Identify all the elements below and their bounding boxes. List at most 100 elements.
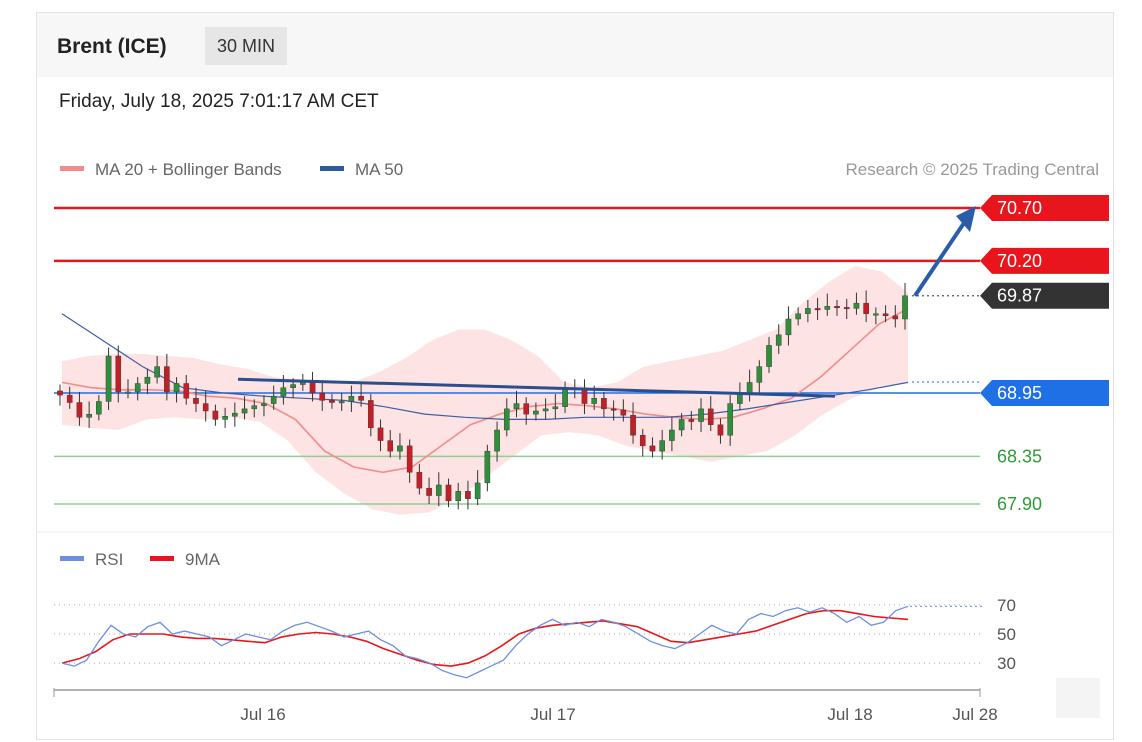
candle-body: [329, 400, 335, 403]
candle-body: [154, 366, 160, 378]
candle-body: [202, 403, 209, 412]
bollinger-bands: [62, 266, 908, 515]
timeframe-button[interactable]: 30 MIN: [205, 27, 288, 65]
rsi-tick-label: 70: [997, 596, 1016, 615]
ma50-line: [61, 313, 909, 420]
candle-body: [115, 355, 122, 393]
candle-body: [533, 410, 539, 415]
candle-body: [513, 403, 520, 410]
main-legend: MA 20 + Bollinger Bands MA 50 Research ©…: [60, 160, 1099, 179]
candle-body: [853, 302, 860, 309]
candle-body: [649, 445, 656, 452]
candle-body: [659, 440, 665, 452]
support-label: 68.35: [997, 446, 1042, 466]
candle-body: [406, 445, 413, 473]
candle-body: [86, 413, 92, 418]
candle-body: [601, 398, 607, 410]
candle-body: [620, 409, 627, 416]
candle-body: [523, 403, 530, 415]
projection-arrow-head: [956, 206, 976, 232]
candle-body: [727, 403, 733, 436]
candle-body: [445, 484, 452, 502]
candle-body: [484, 450, 491, 484]
candle-body: [134, 383, 141, 393]
candle-body: [639, 435, 646, 447]
candle-body: [717, 424, 724, 436]
candle-body: [164, 366, 170, 393]
candle-body: [610, 408, 617, 411]
candle-body: [144, 376, 151, 384]
rsi-legend-swatch: [60, 556, 84, 561]
candle-body: [290, 384, 296, 388]
candle-body: [562, 387, 568, 407]
candle-body: [241, 408, 248, 414]
ma20-legend-swatch: [60, 166, 84, 171]
trend-annotations: [237, 206, 976, 398]
copyright-text: Research © 2025 Trading Central: [846, 160, 1100, 179]
x-tick-label: Jul 16: [240, 705, 285, 724]
price-levels: [54, 206, 982, 505]
candle-body: [57, 390, 63, 396]
resistance-price-tag: [980, 247, 1109, 274]
candle-body: [834, 306, 840, 309]
candle-body: [824, 306, 831, 310]
candle-body: [873, 313, 879, 316]
candle-body: [348, 395, 355, 402]
candle-body: [892, 315, 899, 320]
candle-body: [105, 355, 112, 402]
resistance-price-tag: [980, 195, 1109, 221]
rsi-tick-label: 30: [997, 654, 1016, 673]
candle-body: [882, 313, 889, 317]
candle-body: [222, 416, 228, 420]
candle-body: [455, 491, 462, 502]
rsi-ma-legend-label: 9MA: [185, 550, 221, 569]
candle-body: [863, 302, 869, 314]
candle-body: [212, 410, 219, 420]
rsi-tick-label: 50: [997, 625, 1016, 644]
candle-body: [125, 391, 131, 394]
support-label: 67.90: [997, 494, 1042, 514]
chart-datetime: Friday, July 18, 2025 7:01:17 AM CET: [59, 91, 379, 112]
rsi-ma-line: [61, 609, 909, 667]
resistance-price-label: 70.20: [997, 251, 1042, 271]
candle-body: [416, 472, 423, 489]
candle-body: [503, 408, 510, 431]
x-tick-label: Jul 18: [827, 705, 872, 724]
candle-body: [474, 482, 481, 499]
candle-body: [795, 313, 801, 320]
rsi-plot: 70 50 30: [54, 596, 1016, 679]
candle-body: [581, 389, 588, 404]
candle-body: [494, 429, 500, 452]
candle-body: [756, 366, 763, 383]
ma50-legend-label: MA 50: [355, 160, 403, 179]
ma20-legend-label: MA 20 + Bollinger Bands: [95, 160, 282, 179]
rsi-legend-label: RSI: [95, 550, 123, 569]
candle-body: [902, 295, 908, 320]
moving-averages: [61, 307, 909, 474]
projection-arrow-shaft: [913, 218, 968, 297]
price-level-labels: 70.70 70.20 69.87 68.95 68.35 67.90: [980, 195, 1109, 514]
candle-body: [309, 382, 316, 394]
candle-body: [251, 405, 258, 410]
instrument-title: Brent (ICE): [57, 35, 167, 58]
corner-button[interactable]: [1056, 678, 1100, 718]
candle-body: [358, 395, 364, 401]
candle-body: [261, 403, 267, 406]
candle-body: [96, 401, 102, 415]
candle-body: [843, 307, 850, 310]
candle-body: [300, 382, 306, 385]
rsi-ma-legend-swatch: [150, 556, 174, 561]
candle-body: [630, 415, 636, 436]
rsi-legend: RSI 9MA: [60, 550, 221, 569]
x-axis: Jul 16 Jul 17 Jul 18 Jul 28: [53, 688, 998, 724]
candle-body: [785, 318, 792, 336]
candle-body: [542, 408, 549, 412]
candle-body: [435, 484, 442, 496]
x-tick-label: Jul 28: [952, 705, 997, 724]
x-tick-label: Jul 17: [530, 705, 575, 724]
candle-body: [707, 408, 714, 425]
trend-line: [237, 377, 836, 398]
candle-body: [338, 401, 345, 404]
candle-body: [775, 334, 782, 346]
